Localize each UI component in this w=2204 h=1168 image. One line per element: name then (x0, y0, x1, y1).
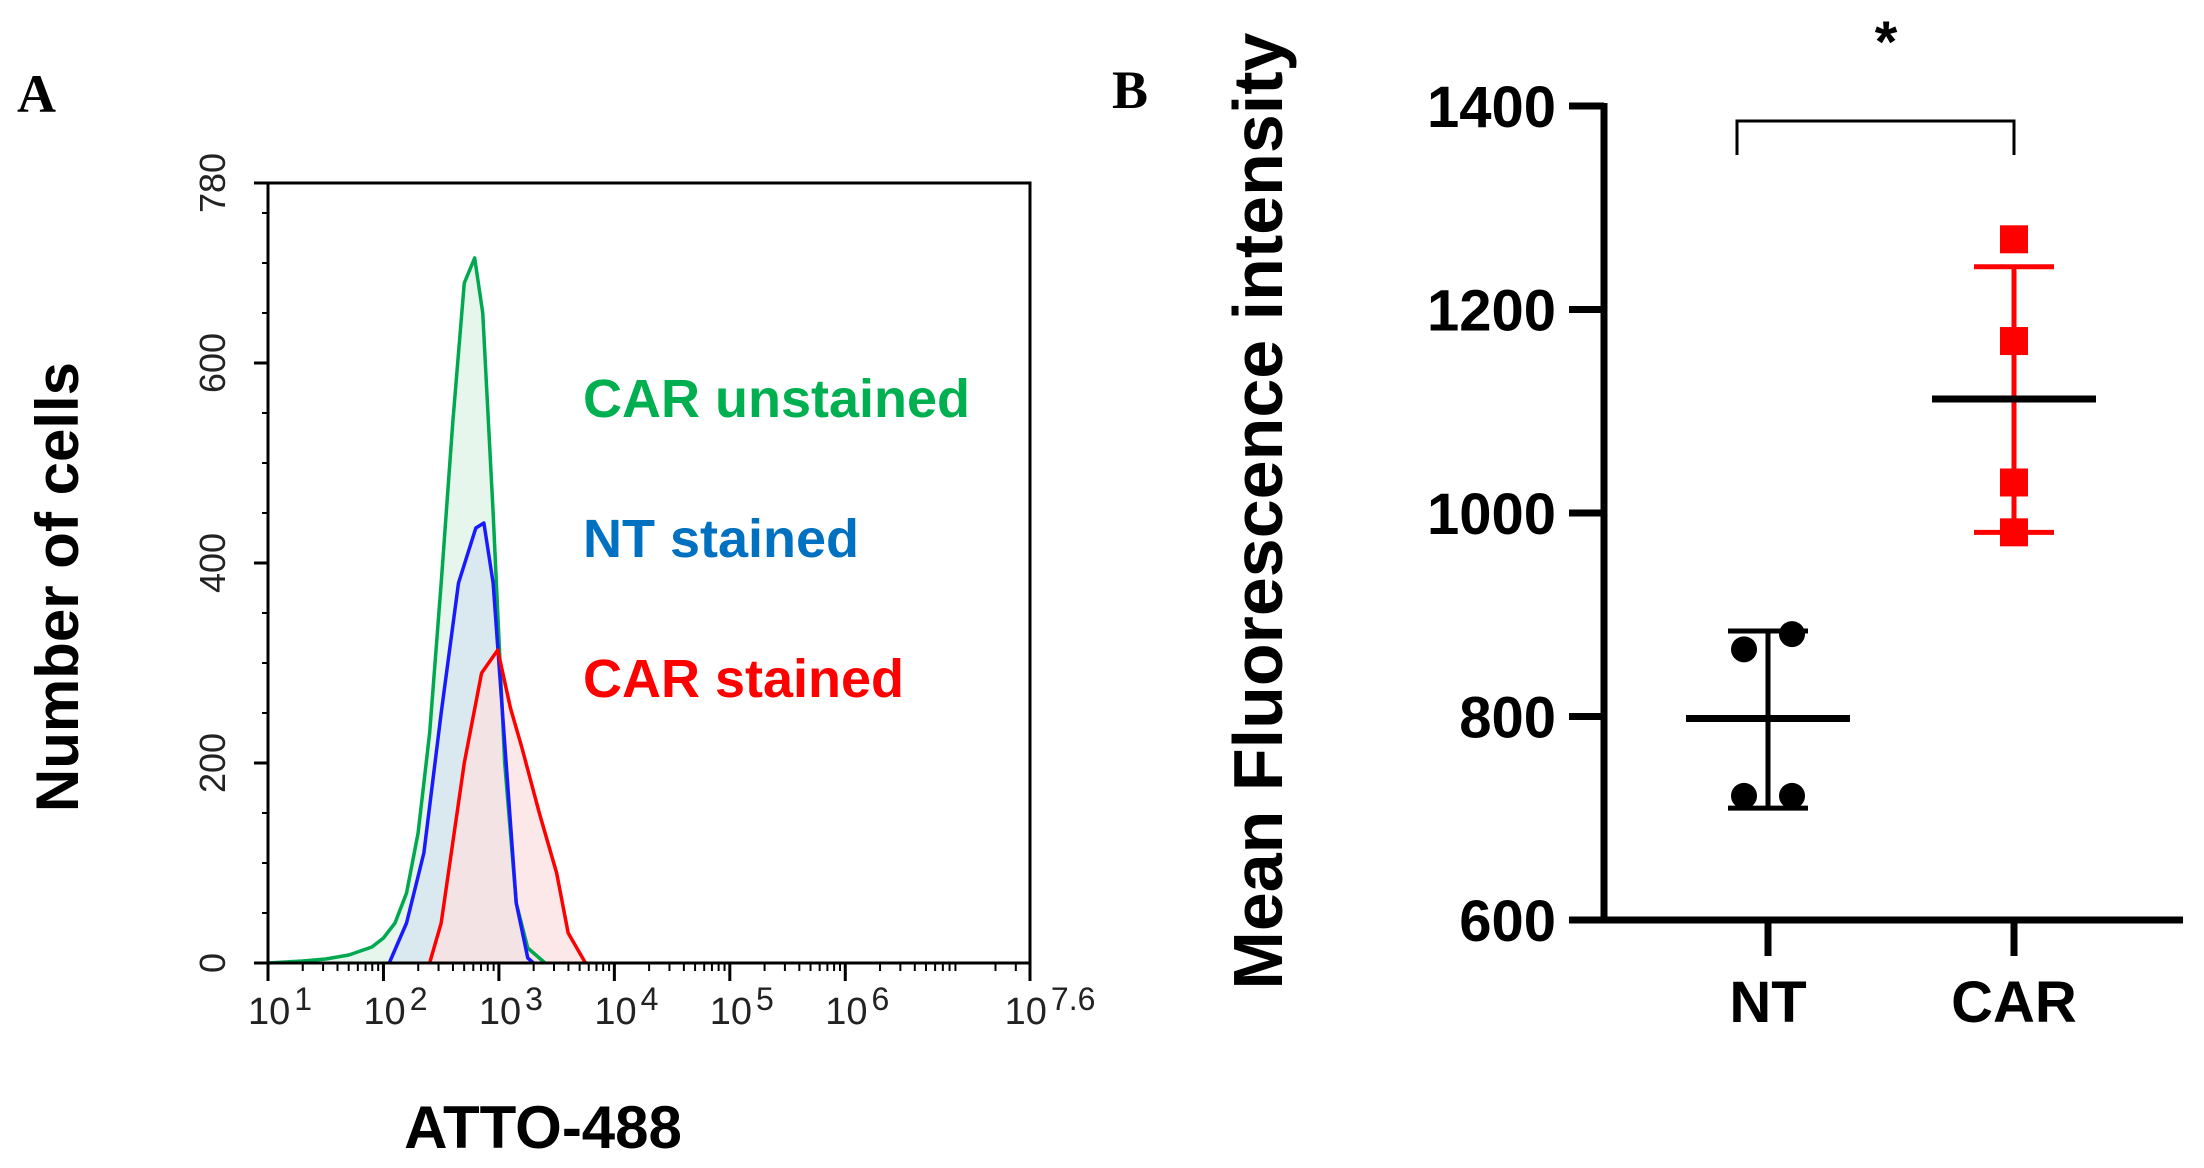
x-tick-label: 10 6 (825, 981, 889, 1033)
x-axis-label-a: ATTO-488 (404, 1094, 682, 1161)
x-tick-label-b: NT (1729, 970, 1806, 1035)
scatter-marks (1686, 225, 2096, 811)
x-tick-label: 10 2 (363, 981, 427, 1033)
histogram-line-1 (387, 521, 535, 965)
panel-a: A 0 200 400 600 780 10 1 10 2 10 3 10 4 10 5 10 6 10 7.6 N… (17, 64, 1095, 1161)
legend-nt-stained: NT stained (583, 509, 859, 569)
y-tick-label: 600 (192, 333, 233, 393)
y-tick-label-b: 1400 (1427, 75, 1556, 140)
data-point-CAR (2000, 518, 2028, 547)
histogram-line-2 (427, 648, 588, 964)
data-point-NT (1779, 621, 1805, 648)
x-tick-label: 10 5 (710, 981, 774, 1033)
x-tick-label: 10 4 (594, 981, 658, 1033)
x-tick-label: 10 7.6 (1005, 981, 1096, 1033)
axes-b: 600 800 1000 1200 1400 NT CAR (1427, 75, 2183, 1035)
panel-label-b: B (1112, 60, 1148, 120)
data-point-CAR (2000, 225, 2028, 254)
x-tick-label: 10 3 (479, 981, 543, 1033)
histogram-fills (268, 258, 586, 963)
y-tick-label: 400 (192, 533, 233, 593)
data-point-NT (1779, 782, 1805, 809)
y-tick-label: 200 (192, 733, 233, 793)
plot-frame-a (266, 181, 1032, 965)
y-tick-label-b: 800 (1459, 686, 1556, 751)
data-point-CAR (2000, 468, 2028, 497)
significance-bracket (1735, 119, 2016, 155)
data-point-NT (1731, 782, 1757, 809)
legend-car-stained: CAR stained (583, 649, 904, 709)
y-tick-label-b: 1200 (1427, 279, 1556, 344)
legend-car-unstained: CAR unstained (583, 369, 970, 429)
y-axis-label-a: Number of cells (24, 362, 91, 812)
y-tick-label: 780 (192, 153, 233, 213)
histogram-lines (267, 256, 588, 965)
data-point-NT (1731, 636, 1757, 663)
x-tick-label-b: CAR (1951, 970, 2077, 1035)
y-tick-label-b: 600 (1459, 889, 1556, 954)
panel-b: B Mean Fluorescence intensity 600 800 1000… (1112, 10, 2183, 1035)
y-tick-label: 0 (192, 953, 233, 973)
axes-a: 0 200 400 600 780 10 1 10 2 10 3 10 4 10 5 10 6 10 7.6 (192, 153, 1095, 1033)
y-tick-label-b: 1000 (1427, 482, 1556, 547)
data-point-CAR (2000, 327, 2028, 356)
x-tick-label: 10 1 (248, 981, 312, 1033)
panel-label-a: A (17, 64, 56, 124)
y-axis-label-b: Mean Fluorescence intensity (1219, 32, 1297, 989)
significance-star: * (1875, 10, 1898, 75)
